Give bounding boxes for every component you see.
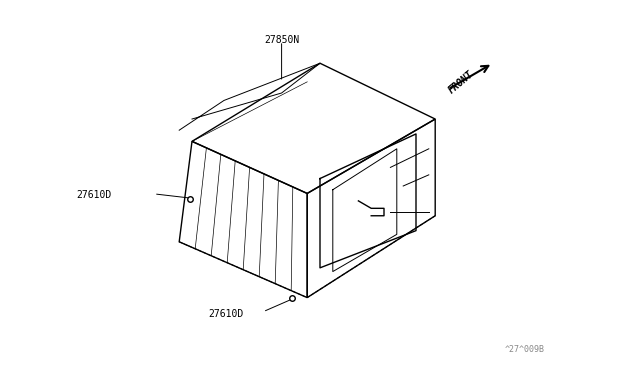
Text: 27850N: 27850N [264,35,300,45]
Text: 27610D: 27610D [77,190,112,200]
Text: ^27^009B: ^27^009B [505,345,545,354]
Text: FRONT: FRONT [446,68,476,95]
Text: 27610D: 27610D [208,310,243,319]
